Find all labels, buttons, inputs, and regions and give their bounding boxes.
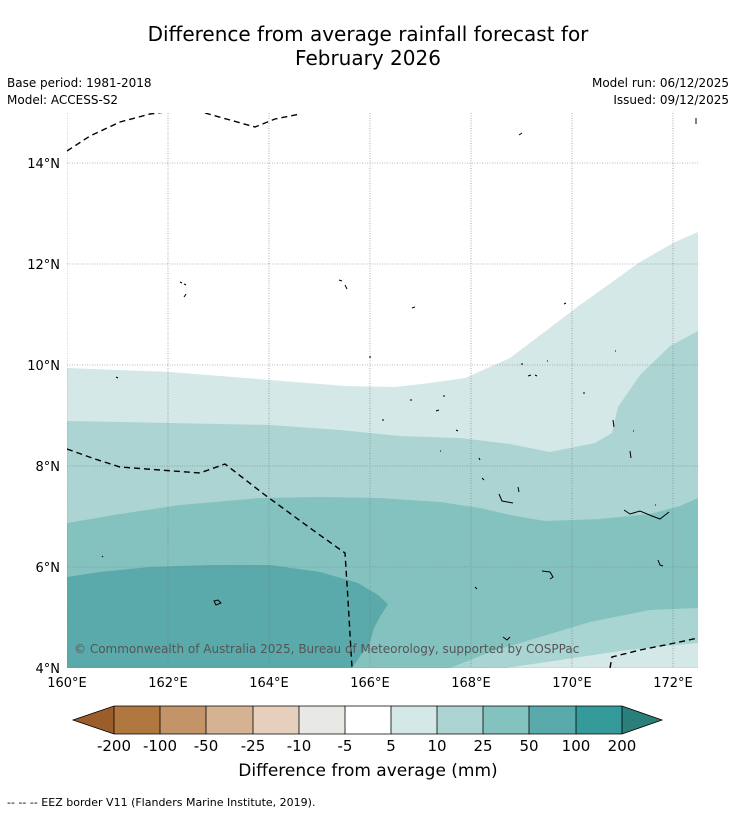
lon-tick-168e: 168°E <box>451 676 491 691</box>
eez-border-north-2 <box>204 113 301 128</box>
colorbar-tick-5: 5 <box>386 737 396 755</box>
colorbar-swatch-10 <box>437 706 483 734</box>
meta-right: Model run: 06/12/2025 Issued: 09/12/2025 <box>592 75 729 109</box>
colorbar-tick-neg100: -100 <box>143 737 177 755</box>
model-name: Model: ACCESS-S2 <box>7 93 119 107</box>
lat-tick-10n: 10°N <box>27 359 60 374</box>
band-50-100 <box>67 565 388 668</box>
colorbar-tick-neg5: -5 <box>338 737 353 755</box>
gridlines <box>67 113 698 668</box>
title-line-1: Difference from average rainfall forecas… <box>147 22 589 46</box>
eez-border-marshall <box>67 448 353 668</box>
eez-border-north <box>67 113 163 152</box>
colorbar-tick-labels: -200 -100 -50 -25 -10 -5 5 10 25 50 100 … <box>97 737 636 755</box>
colorbar-swatch-5 <box>391 706 437 734</box>
lat-tick-12n: 12°N <box>27 258 60 273</box>
colorbar-tick-neg200: -200 <box>97 737 131 755</box>
map-title: Difference from average rainfall forecas… <box>0 22 736 70</box>
colorbar-arrow-left <box>73 706 114 734</box>
colorbar-label: Difference from average (mm) <box>238 761 498 781</box>
lon-tick-labels: 160°E 162°E 164°E 166°E 168°E 170°E 172°… <box>47 676 693 691</box>
base-period: Base period: 1981-2018 <box>7 76 152 90</box>
lon-tick-164e: 164°E <box>249 676 289 691</box>
lon-tick-172e: 172°E <box>653 676 693 691</box>
lat-tick-14n: 14°N <box>27 157 60 172</box>
colorbar-tick-neg10: -10 <box>287 737 312 755</box>
lat-tick-labels: 14°N 12°N 10°N 8°N 6°N 4°N <box>27 157 60 677</box>
colorbar-swatch-neg100 <box>160 706 206 734</box>
model-run: Model run: 06/12/2025 <box>591 76 729 90</box>
colorbar-tick-25: 25 <box>473 737 492 755</box>
colorbar-swatch-neg10 <box>299 706 345 734</box>
colorbar-swatch-100 <box>576 706 622 734</box>
lon-tick-162e: 162°E <box>148 676 188 691</box>
lat-tick-8n: 8°N <box>36 460 61 475</box>
colorbar-swatch-neg200 <box>114 706 160 734</box>
colorbar: -200 -100 -50 -25 -10 -5 5 10 25 50 100 … <box>71 705 664 755</box>
colorbar-tick-100: 100 <box>562 737 591 755</box>
colorbar-tick-neg25: -25 <box>241 737 266 755</box>
plot-area: © Commonwealth of Australia 2025, Bureau… <box>67 113 698 668</box>
colorbar-swatch-50 <box>529 706 576 734</box>
colorbar-dividers <box>113 706 623 734</box>
lon-tick-166e: 166°E <box>350 676 390 691</box>
colorbar-tick-neg50: -50 <box>194 737 219 755</box>
lon-tick-160e: 160°E <box>47 676 87 691</box>
colorbar-tick-200: 200 <box>608 737 637 755</box>
lat-tick-4n: 4°N <box>36 662 61 677</box>
eez-footnote: -- -- -- EEZ border V11 (Flanders Marine… <box>7 796 316 809</box>
eez-border-south <box>609 637 698 668</box>
title-line-2: February 2026 <box>295 46 441 70</box>
band-5-10-corner <box>505 643 698 668</box>
colorbar-tick-10: 10 <box>427 737 446 755</box>
eez-borders <box>67 113 698 668</box>
issued-date: Issued: 09/12/2025 <box>613 93 729 107</box>
lon-tick-170e: 170°E <box>552 676 592 691</box>
meta-left: Base period: 1981-2018 Model: ACCESS-S2 <box>7 75 152 109</box>
colorbar-arrow-right <box>622 706 662 734</box>
colorbar-tick-50: 50 <box>519 737 538 755</box>
islands <box>101 118 697 641</box>
colorbar-swatch-neg5 <box>345 706 391 734</box>
colorbar-swatch-25 <box>483 706 529 734</box>
colorbar-swatch-neg25 <box>253 706 299 734</box>
copyright-text: © Commonwealth of Australia 2025, Bureau… <box>74 642 579 656</box>
lat-tick-6n: 6°N <box>36 561 61 576</box>
colorbar-swatch-neg50 <box>206 706 253 734</box>
